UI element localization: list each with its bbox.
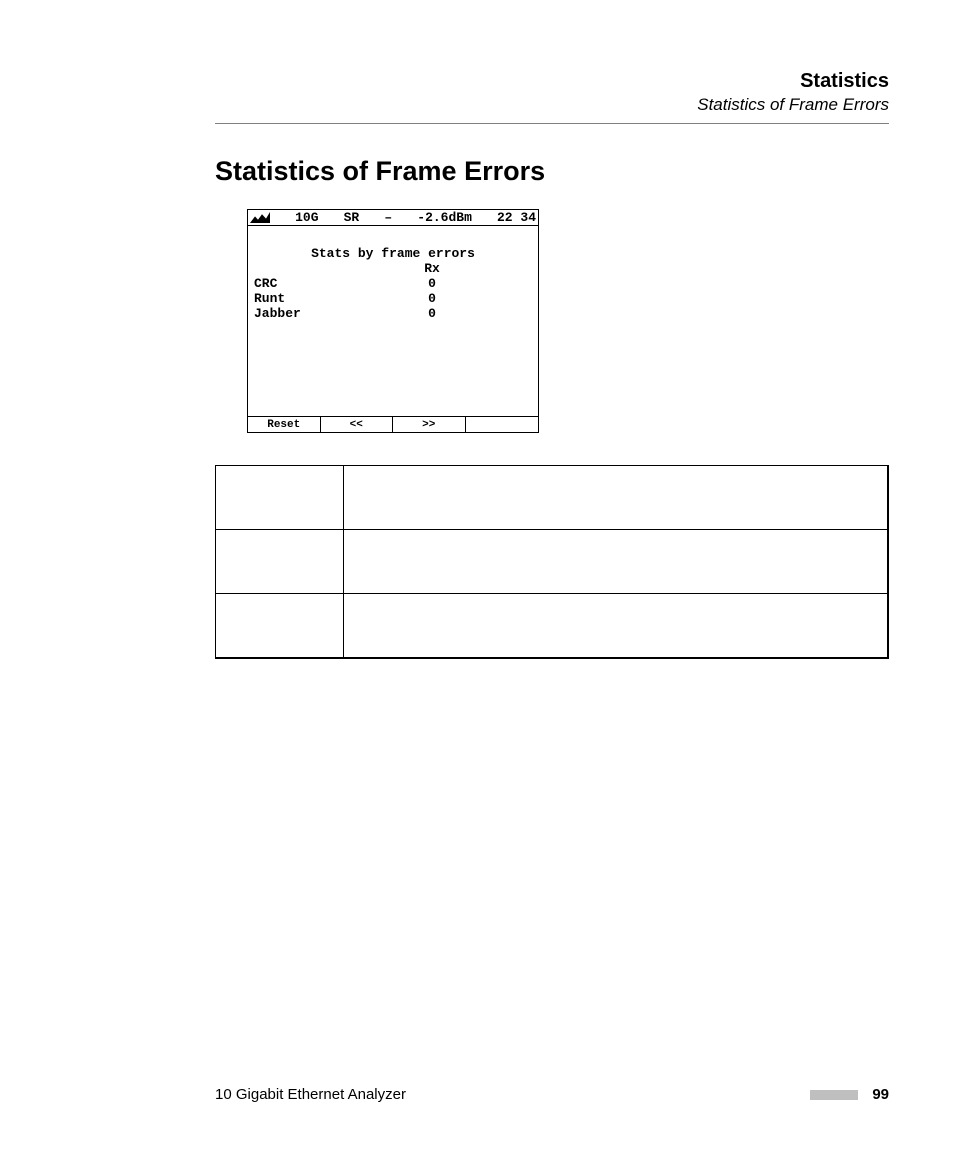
stat-label: CRC xyxy=(252,276,412,291)
page-number: 99 xyxy=(872,1086,889,1103)
device-body: Stats by frame errors Rx CRC 0 Runt 0 Ja… xyxy=(247,226,539,416)
reset-button[interactable]: Reset xyxy=(248,417,321,432)
rx-spacer xyxy=(252,261,412,276)
next-button[interactable]: >> xyxy=(393,417,466,432)
header-rule xyxy=(215,123,889,124)
signal-icon xyxy=(250,212,270,223)
stat-label: Runt xyxy=(252,291,412,306)
stat-row-runt: Runt 0 xyxy=(252,291,534,306)
device-status-bar: 10G SR – -2.6dBm 22 34 xyxy=(247,209,539,226)
def-desc xyxy=(344,530,889,594)
table-row xyxy=(216,594,889,658)
header-subtitle: Statistics of Frame Errors xyxy=(215,95,889,115)
blank-button xyxy=(466,417,539,432)
status-dash: – xyxy=(384,210,392,225)
device-screenshot: 10G SR – -2.6dBm 22 34 Stats by frame er… xyxy=(247,209,889,433)
def-term xyxy=(216,466,344,530)
section-title: Statistics of Frame Errors xyxy=(215,156,889,187)
table-row xyxy=(216,466,889,530)
definitions-table xyxy=(215,465,889,659)
page-header: Statistics Statistics of Frame Errors xyxy=(215,70,889,115)
stat-label: Jabber xyxy=(252,306,412,321)
status-power: -2.6dBm xyxy=(417,210,472,225)
stat-row-crc: CRC 0 xyxy=(252,276,534,291)
def-term xyxy=(216,530,344,594)
stat-row-jabber: Jabber 0 xyxy=(252,306,534,321)
footer-doc-title: 10 Gigabit Ethernet Analyzer xyxy=(215,1086,406,1103)
header-title: Statistics xyxy=(215,70,889,93)
device-button-bar: Reset << >> xyxy=(247,416,539,433)
table-row xyxy=(216,530,889,594)
page-footer: 10 Gigabit Ethernet Analyzer 99 xyxy=(215,1086,889,1103)
status-mode: SR xyxy=(344,210,360,225)
status-time: 22 34 xyxy=(497,210,536,225)
stat-value: 0 xyxy=(412,276,452,291)
prev-button[interactable]: << xyxy=(321,417,394,432)
stat-value: 0 xyxy=(412,291,452,306)
status-speed: 10G xyxy=(295,210,318,225)
footer-bar-icon xyxy=(810,1090,858,1100)
def-desc xyxy=(344,466,889,530)
def-desc xyxy=(344,594,889,658)
stat-value: 0 xyxy=(412,306,452,321)
def-term xyxy=(216,594,344,658)
device-body-title: Stats by frame errors xyxy=(252,232,534,261)
rx-header: Rx xyxy=(412,261,452,276)
